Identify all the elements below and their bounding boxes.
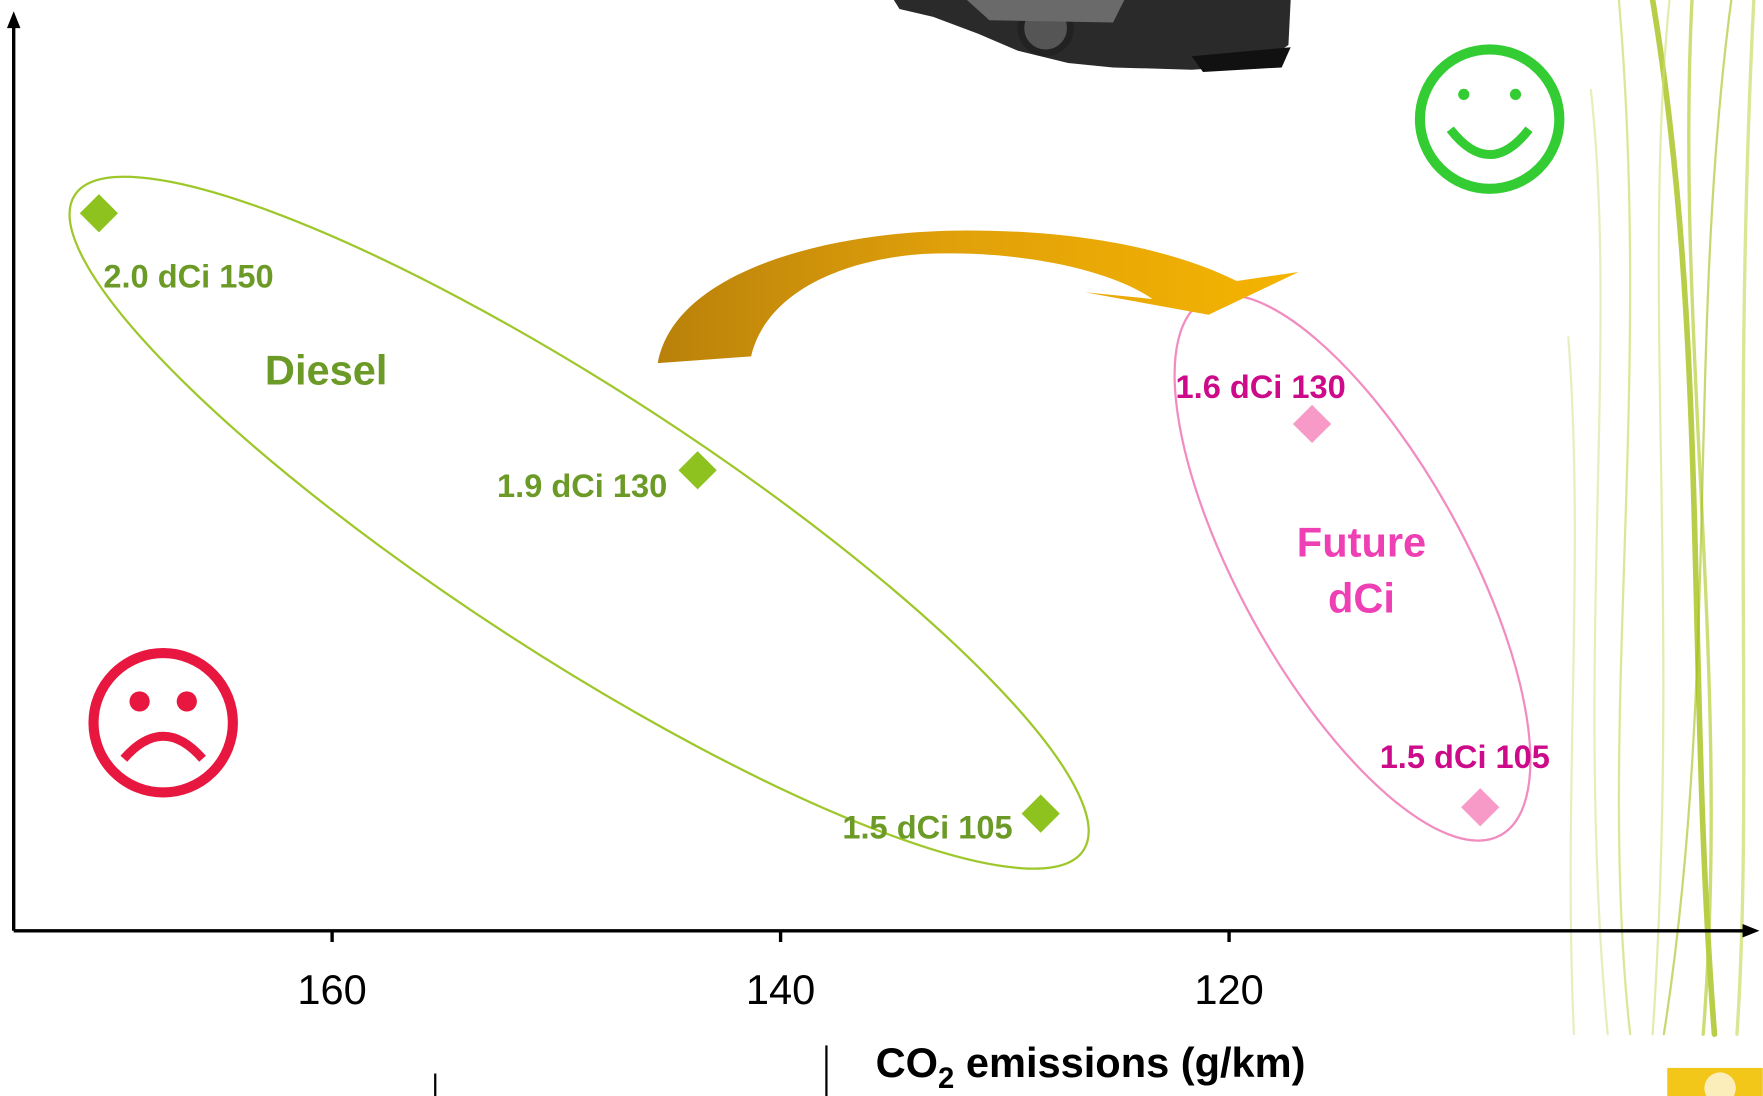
x-axis-label-sub: 2 [938,1063,954,1095]
group-label-box: Future dCi [1296,519,1427,622]
x-tick-label: 120 [1194,966,1263,1013]
point-label: 1.5 dCi 105 [1380,738,1550,775]
x-axis-label-main: CO [876,1039,938,1086]
x-tick-label: 160 [297,966,366,1013]
x-axis-label: CO2 emissions (g/km) [876,1039,1306,1095]
x-axis-arrow [1742,924,1760,938]
data-point [1021,794,1060,833]
happy-face [1414,44,1565,194]
data-point [1461,788,1500,827]
point-label: 1.9 dCi 130 [497,467,667,504]
sad-face [88,648,238,798]
x-axis-label-rest: emissions (g/km) [954,1039,1305,1086]
group-label: Future dCi [1296,519,1427,622]
point-label: 1.6 dCi 130 [1176,368,1346,405]
y-axis-arrow [6,11,21,29]
corner-logo-detail [1704,1072,1736,1096]
transition-arrow [657,230,1299,364]
data-point [678,451,717,490]
car-image [893,0,1291,72]
point-label: 1.5 dCi 105 [842,808,1012,845]
group-label: Diesel [265,346,388,393]
plot-area: 160 140 120 Diesel 2.0 dCi 150 1.9 dCi 130 1.5… [79,194,1550,1013]
data-point [79,194,119,233]
data-point [1292,404,1332,444]
x-tick-label: 140 [746,966,815,1013]
grass-decoration [1567,0,1756,1037]
point-label: 2.0 dCi 150 [103,257,273,294]
diesel-ellipse [68,175,1090,870]
